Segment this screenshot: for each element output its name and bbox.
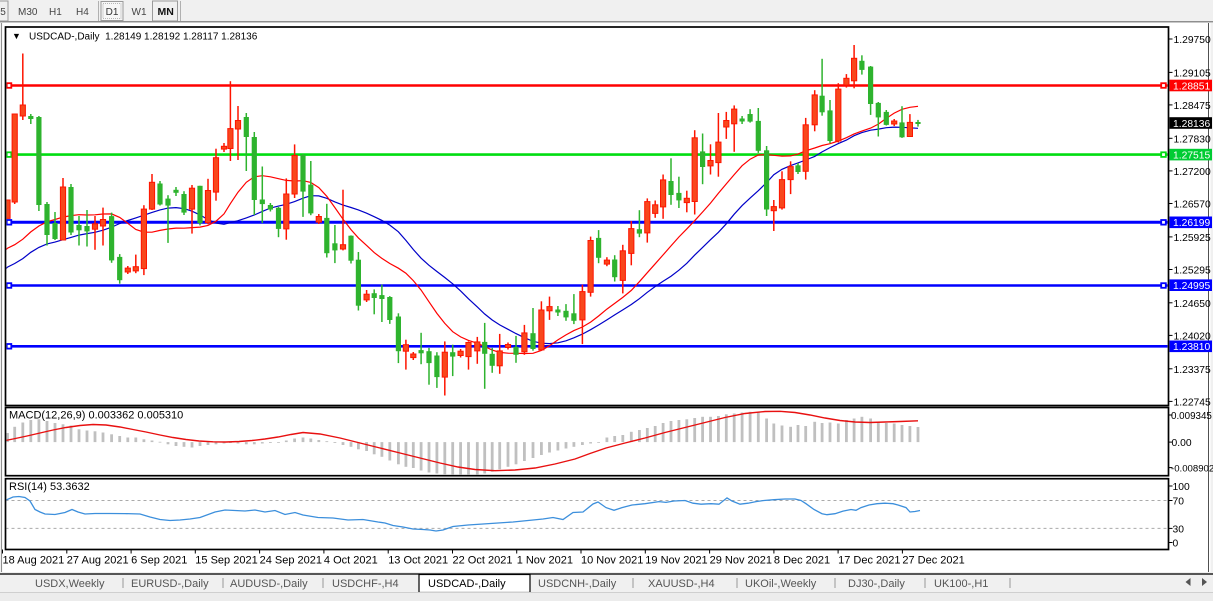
svg-text:1.26570: 1.26570 (1174, 200, 1211, 211)
svg-text:UK100-,H1: UK100-,H1 (934, 578, 988, 590)
svg-text:27 Dec 2021: 27 Dec 2021 (902, 555, 964, 567)
svg-text:1.28851: 1.28851 (1173, 81, 1210, 92)
svg-text:19 Nov 2021: 19 Nov 2021 (645, 555, 707, 567)
svg-text:5: 5 (0, 7, 6, 18)
svg-text:1.25925: 1.25925 (1174, 233, 1211, 244)
svg-text:1.23375: 1.23375 (1174, 365, 1211, 376)
svg-text:100: 100 (1173, 482, 1190, 493)
svg-text:DJ30-,Daily: DJ30-,Daily (848, 578, 905, 590)
svg-text:▼: ▼ (12, 31, 21, 41)
svg-text:29 Nov 2021: 29 Nov 2021 (710, 555, 772, 567)
svg-text:10 Nov 2021: 10 Nov 2021 (581, 555, 643, 567)
svg-text:1.29750: 1.29750 (1174, 35, 1211, 46)
svg-text:USDCAD-,Daily: USDCAD-,Daily (428, 578, 506, 590)
svg-text:UKOil-,Weekly: UKOil-,Weekly (745, 578, 817, 590)
svg-text:18 Aug 2021: 18 Aug 2021 (3, 555, 65, 567)
svg-text:MN: MN (158, 6, 174, 18)
svg-text:M30: M30 (18, 7, 38, 18)
svg-text:17 Dec 2021: 17 Dec 2021 (838, 555, 900, 567)
svg-text:8 Dec 2021: 8 Dec 2021 (774, 555, 830, 567)
svg-text:0: 0 (1173, 539, 1179, 550)
svg-text:AUDUSD-,Daily: AUDUSD-,Daily (230, 578, 308, 590)
svg-text:1.29105: 1.29105 (1174, 68, 1211, 79)
svg-text:1.22745: 1.22745 (1174, 397, 1211, 408)
svg-text:24 Sep 2021: 24 Sep 2021 (260, 555, 322, 567)
svg-text:1.24020: 1.24020 (1174, 331, 1211, 342)
svg-text:D1: D1 (106, 7, 119, 18)
svg-text:1.24650: 1.24650 (1174, 299, 1211, 310)
svg-text:1.27515: 1.27515 (1173, 150, 1210, 161)
svg-text:EURUSD-,Daily: EURUSD-,Daily (131, 578, 209, 590)
svg-text:0.00: 0.00 (1172, 438, 1192, 449)
svg-text:MACD(12,26,9) 0.003362 0.00531: MACD(12,26,9) 0.003362 0.005310 (9, 410, 183, 422)
svg-text:22 Oct 2021: 22 Oct 2021 (453, 555, 513, 567)
svg-text:1.28136: 1.28136 (1173, 119, 1210, 130)
svg-text:1 Nov 2021: 1 Nov 2021 (517, 555, 573, 567)
svg-text:30: 30 (1173, 524, 1185, 535)
svg-text:6 Sep 2021: 6 Sep 2021 (131, 555, 187, 567)
svg-text:USDCAD-,Daily 1.28149 1.28192: USDCAD-,Daily 1.28149 1.28192 1.28117 1.… (29, 32, 258, 43)
svg-text:70: 70 (1173, 497, 1185, 508)
svg-text:1.27830: 1.27830 (1174, 134, 1211, 145)
svg-text:1.25295: 1.25295 (1174, 266, 1211, 277)
svg-text:1.23810: 1.23810 (1173, 342, 1210, 353)
svg-text:H4: H4 (76, 7, 89, 18)
svg-text:1.26199: 1.26199 (1173, 218, 1210, 229)
svg-text:13 Oct 2021: 13 Oct 2021 (388, 555, 448, 567)
svg-text:RSI(14) 53.3632: RSI(14) 53.3632 (9, 481, 90, 493)
svg-text:USDCHF-,H4: USDCHF-,H4 (332, 578, 399, 590)
svg-text:27 Aug 2021: 27 Aug 2021 (67, 555, 129, 567)
svg-text:1.24995: 1.24995 (1173, 281, 1210, 292)
svg-text:1.28475: 1.28475 (1174, 101, 1211, 112)
svg-text:USDCNH-,Daily: USDCNH-,Daily (538, 578, 617, 590)
svg-text:15 Sep 2021: 15 Sep 2021 (195, 555, 257, 567)
svg-text:XAUUSD-,H4: XAUUSD-,H4 (648, 578, 715, 590)
svg-text:W1: W1 (132, 7, 147, 18)
svg-text:-0.008902: -0.008902 (1171, 464, 1213, 475)
svg-text:0.009345: 0.009345 (1171, 411, 1212, 422)
svg-text:4 Oct 2021: 4 Oct 2021 (324, 555, 378, 567)
svg-text:USDX,Weekly: USDX,Weekly (35, 578, 105, 590)
svg-text:H1: H1 (49, 7, 62, 18)
svg-text:1.27200: 1.27200 (1174, 167, 1211, 178)
